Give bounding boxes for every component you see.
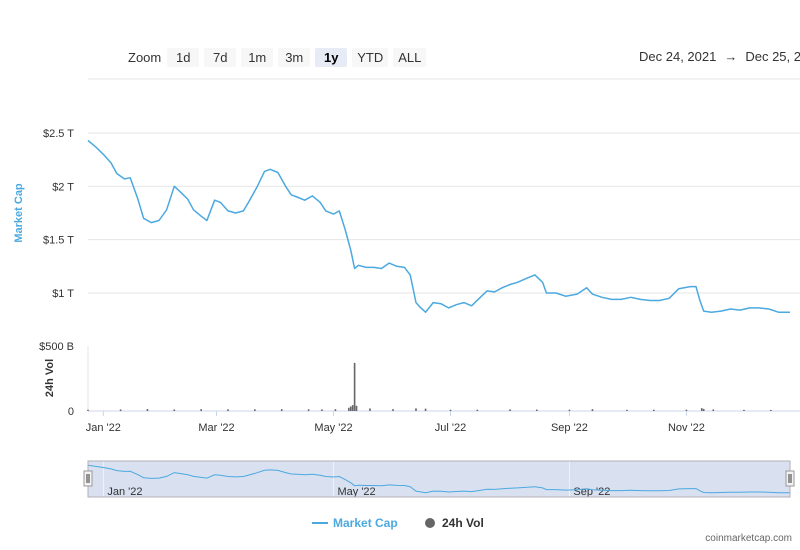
volume-axis: 0 $500 B xyxy=(39,341,800,418)
volume-bar xyxy=(685,409,688,411)
volume-bar xyxy=(280,409,283,411)
volume-bar xyxy=(353,362,356,411)
volume-bar xyxy=(743,409,745,411)
volume-bar xyxy=(227,409,229,411)
volume-tick-label: 0 xyxy=(68,406,74,418)
legend-label: 24h Vol xyxy=(442,516,484,530)
volume-bar xyxy=(351,405,354,411)
market-cap-series-line xyxy=(87,139,790,313)
volume-bar xyxy=(348,407,350,411)
volume-bar xyxy=(349,406,352,411)
volume-bar xyxy=(700,408,703,411)
market-cap-y-axis: $1 T $1.5 T $2 T $2.5 T xyxy=(43,128,74,300)
legend: Market Cap 24h Vol xyxy=(312,516,484,530)
navigator-left-handle[interactable] xyxy=(83,470,93,487)
date-range-from[interactable]: Dec 24, 2021 xyxy=(639,49,717,64)
navigator-tick-label: Jan '22 xyxy=(107,486,142,498)
legend-circle-icon xyxy=(425,518,435,528)
navigator-series-line xyxy=(87,464,790,494)
volume-bar xyxy=(200,409,202,411)
volume-bar xyxy=(415,408,417,411)
volume-bar xyxy=(321,409,323,411)
x-tick-label: Mar '22 xyxy=(198,422,234,434)
volume-bars xyxy=(87,362,772,411)
volume-bar xyxy=(536,409,538,411)
x-tick-label: Jul '22 xyxy=(435,422,466,434)
navigator-right-handle[interactable] xyxy=(785,470,795,487)
volume-bar xyxy=(476,409,479,411)
volume-bar xyxy=(568,409,571,411)
y-tick-label: $2 T xyxy=(52,181,74,193)
volume-bar xyxy=(653,409,655,411)
zoom-button-1y[interactable]: 1y xyxy=(315,47,348,67)
volume-bar xyxy=(591,409,594,411)
x-tick-label: Jan '22 xyxy=(86,422,121,434)
volume-tick-label: $500 B xyxy=(39,341,74,353)
zoom-button-1m[interactable]: 1m xyxy=(241,47,274,67)
volume-bar xyxy=(369,408,371,411)
volume-axis-title: 24h Vol xyxy=(44,359,56,397)
navigator-tick-label: Sep '22 xyxy=(573,486,610,498)
volume-bar xyxy=(146,409,149,411)
zoom-buttons: 1d 7d 1m 3m 1y YTD ALL xyxy=(167,47,427,67)
legend-item-market-cap[interactable]: Market Cap xyxy=(312,516,398,530)
date-range: Dec 24, 2021 → Dec 25, 2 xyxy=(639,49,800,64)
volume-bar xyxy=(509,409,511,411)
volume-bar xyxy=(355,405,358,411)
x-axis: Jan '22 Mar '22 May '22 Jul '22 Sep '22 Nov '… xyxy=(86,411,705,434)
market-cap-axis-title: Market Cap xyxy=(13,183,25,243)
volume-bar xyxy=(712,409,715,411)
x-tick-label: Sep '22 xyxy=(551,422,588,434)
market-cap-grid xyxy=(88,132,800,294)
volume-bar xyxy=(449,409,452,411)
volume-bar xyxy=(173,409,176,411)
date-range-arrow: → xyxy=(724,49,738,64)
zoom-button-7d[interactable]: 7d xyxy=(204,47,237,67)
volume-bar xyxy=(392,409,394,411)
volume-bar xyxy=(770,409,772,411)
navigator[interactable]: Jan '22 May '22 Sep '22 xyxy=(83,460,795,498)
zoom-button-3m[interactable]: 3m xyxy=(278,47,311,67)
credit-link[interactable]: coinmarketcap.com xyxy=(705,533,792,544)
zoom-bar: Zoom 1d 7d 1m 3m 1y YTD ALL xyxy=(128,46,427,68)
y-tick-label: $1.5 T xyxy=(43,235,74,247)
y-tick-label: $1 T xyxy=(52,288,74,300)
volume-bar xyxy=(307,409,310,411)
zoom-button-1d[interactable]: 1d xyxy=(167,47,200,67)
legend-label: Market Cap xyxy=(333,516,398,530)
date-range-to[interactable]: Dec 25, 2 xyxy=(745,49,800,64)
x-tick-label: May '22 xyxy=(314,422,352,434)
zoom-label: Zoom xyxy=(128,49,162,65)
zoom-button-all[interactable]: ALL xyxy=(393,47,427,67)
x-tick-label: Nov '22 xyxy=(668,422,705,434)
volume-bar xyxy=(334,409,337,411)
y-tick-label: $2.5 T xyxy=(43,128,74,140)
volume-bar xyxy=(254,409,256,411)
volume-bar xyxy=(87,409,89,411)
volume-bar xyxy=(424,408,427,411)
volume-bar xyxy=(626,409,628,411)
legend-item-volume[interactable]: 24h Vol xyxy=(425,516,484,530)
zoom-button-ytd[interactable]: YTD xyxy=(352,47,389,67)
navigator-tick-label: May '22 xyxy=(338,486,376,498)
volume-bar xyxy=(702,408,705,411)
volume-bar xyxy=(119,409,122,411)
